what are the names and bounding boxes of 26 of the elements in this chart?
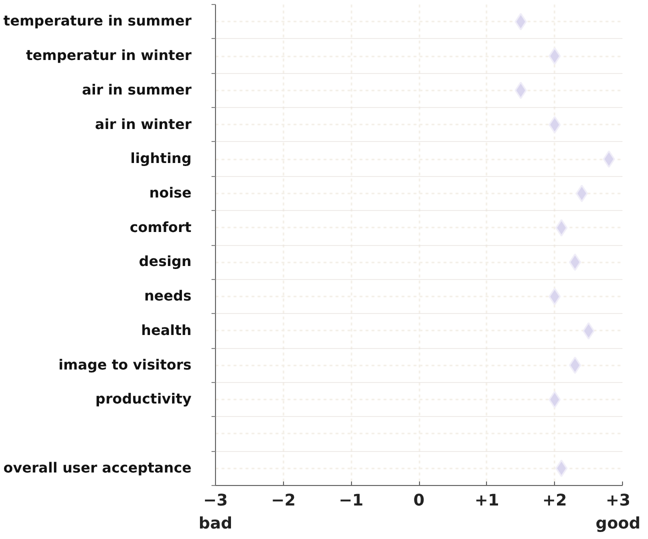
x-tick-label: +3 good — [596, 490, 640, 532]
x-tick-label: −1 — [338, 490, 364, 510]
x-tick-label: +1 — [474, 490, 500, 510]
y-tick-label: image to visitors — [58, 357, 192, 374]
point — [555, 219, 568, 237]
y-tick-label: air in winter — [95, 116, 192, 133]
y-tick-label: lighting — [130, 151, 192, 168]
y-tick-label: design — [138, 254, 192, 270]
x-tick-label: −3 bad — [198, 490, 232, 532]
point — [568, 253, 582, 271]
y-tick-label: air in summer — [82, 82, 192, 98]
point — [568, 356, 582, 374]
point — [602, 150, 616, 168]
y-tick-label: health — [141, 322, 192, 339]
y-tick-label: temperatur in winter — [26, 48, 192, 64]
y-tick-label: needs — [144, 288, 192, 305]
y-tick-label: productivity — [95, 392, 192, 408]
x-tick-label: +2 — [542, 490, 567, 510]
point — [555, 460, 568, 478]
y-tick-label: comfort — [130, 220, 192, 236]
y-tick-label: overall user acceptance — [3, 460, 192, 476]
y-tick-label: temperature in summer — [3, 14, 192, 30]
point — [548, 116, 561, 134]
x-tick-label: 0 — [413, 490, 425, 510]
x-tick-label: −2 — [271, 490, 296, 510]
y-tick-label: noise — [149, 185, 192, 202]
